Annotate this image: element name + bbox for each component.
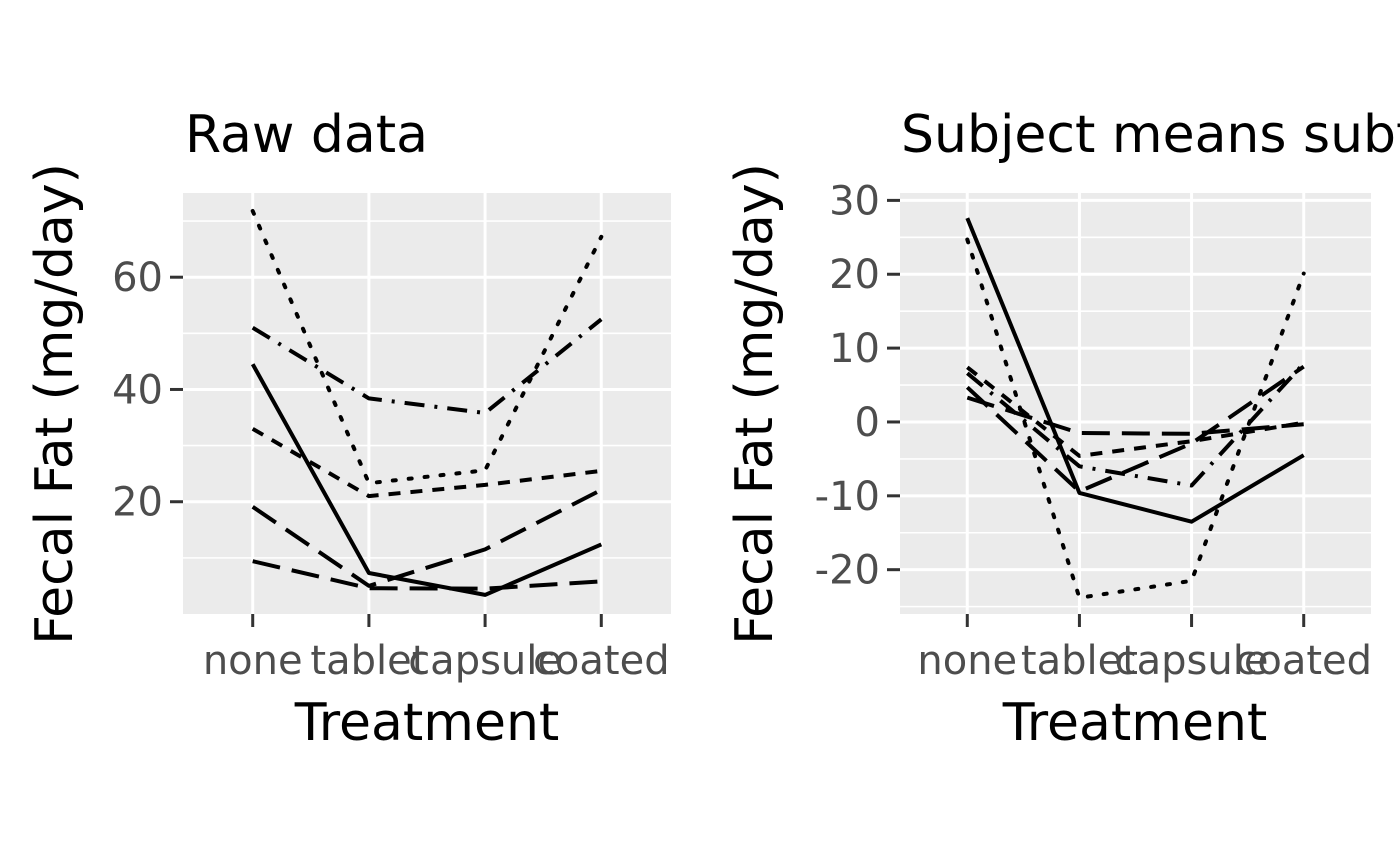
series-line-1 — [965, 217, 1305, 524]
axis-ticks — [887, 198, 1306, 627]
y-tick-label: 0 — [855, 400, 880, 446]
y-tick-label: 30 — [829, 178, 880, 224]
chart-title: Raw data — [185, 105, 428, 165]
y-tick-label: 20 — [829, 252, 880, 298]
y-tick-labels: 20 40 60 — [112, 255, 163, 526]
series-line-5 — [965, 364, 1305, 494]
series-line-1 — [250, 363, 603, 597]
y-tick-label: 40 — [112, 367, 163, 413]
series-line-6 — [966, 395, 1304, 436]
y-tick-label: 10 — [829, 326, 880, 372]
series-lines — [965, 217, 1306, 600]
plot-panel-background — [183, 193, 671, 614]
y-tick-label: 60 — [112, 255, 163, 301]
x-tick-label: none — [203, 638, 303, 684]
y-tick-label: 20 — [112, 480, 163, 526]
x-axis-title: Treatment — [294, 693, 560, 753]
series-line-4 — [966, 365, 1305, 458]
x-tick-label: tablet — [1021, 638, 1138, 684]
x-axis-title: Treatment — [1002, 693, 1268, 753]
axis-ticks — [170, 275, 603, 627]
x-tick-label: none — [917, 638, 1017, 684]
series-lines — [250, 209, 604, 597]
major-gridlines — [900, 193, 1371, 614]
y-axis-title: Fecal Fat (mg/day) — [725, 163, 785, 645]
series-line-3 — [966, 362, 1306, 488]
x-tick-label: coated — [533, 638, 670, 684]
panel-subject-means: Subject means subtracted 30 20 10 0 -10 -20 n… — [725, 105, 1400, 753]
major-gridlines — [183, 193, 671, 614]
minor-gridlines — [900, 236, 1371, 608]
series-line-6 — [252, 559, 602, 591]
plot-panel-background — [900, 193, 1371, 614]
x-tick-label: capsule — [408, 638, 562, 684]
series-line-2 — [965, 237, 1306, 600]
y-tick-label: -10 — [815, 474, 880, 520]
chart-title: Subject means subtracted — [901, 105, 1400, 165]
y-tick-label: -20 — [815, 548, 880, 594]
series-line-4 — [251, 427, 602, 499]
x-tick-label: coated — [1235, 638, 1372, 684]
series-line-5 — [251, 488, 603, 588]
x-tick-label: tablet — [310, 638, 427, 684]
series-line-2 — [250, 209, 604, 486]
y-axis-title: Fecal Fat (mg/day) — [25, 163, 85, 645]
x-tick-label: capsule — [1115, 638, 1269, 684]
y-tick-labels: 30 20 10 0 -10 -20 — [815, 178, 880, 593]
